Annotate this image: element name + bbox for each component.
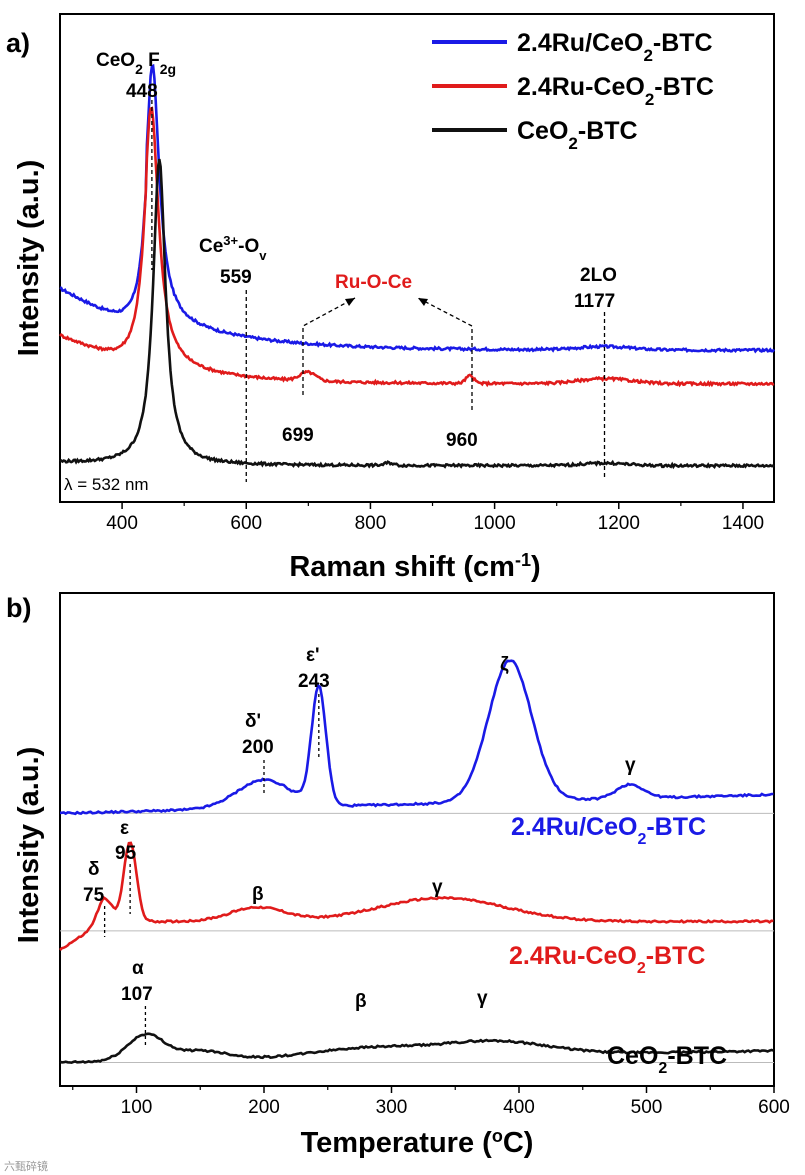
panel-b-curves (59, 659, 774, 1065)
annotation-delta: δ (88, 859, 100, 880)
series-black-line (59, 158, 775, 470)
panel-a-curves (59, 63, 776, 470)
panel-a: a) 400 600 800 1000 1200 1400 2.4Ru/CeO2-BTC … (6, 13, 776, 583)
annotation-243: 243 (298, 671, 330, 692)
series-label-red: 2.4Ru-CeO2-BTC (509, 942, 705, 977)
series-red-line (59, 841, 774, 951)
panel-a-peak-markers (151, 100, 606, 482)
annotation-1177: 1177 (574, 291, 615, 312)
annotation-2lo: 2LO (580, 265, 617, 286)
annotation-559: 559 (220, 267, 252, 288)
annotation-ceo2-f2g: CeO2 F2g (96, 50, 176, 77)
laser-wavelength-note: λ = 532 nm (64, 475, 149, 494)
annotation-95: 95 (115, 843, 137, 864)
annotation-960: 960 (446, 430, 478, 451)
series-blue-line (60, 659, 774, 816)
x-tick-label: 200 (248, 1097, 280, 1118)
x-tick-label: 500 (631, 1097, 663, 1118)
annotation-448: 448 (126, 81, 158, 102)
series-black-line (59, 1032, 774, 1065)
annotation-200: 200 (242, 737, 274, 758)
annotation-ru-o-ce: Ru-O-Ce (335, 272, 412, 293)
panel-b-y-axis-label: Intensity (a.u.) (13, 747, 45, 944)
legend-label-blue: 2.4Ru/CeO2-BTC (517, 29, 713, 65)
x-tick-label: 600 (758, 1097, 790, 1118)
annotation-delta-prime: δ' (245, 711, 261, 732)
arrow-head-right (418, 298, 428, 306)
panel-b-x-axis-label: Temperature (oC) (301, 1126, 534, 1159)
ru-o-ce-arrows (302, 297, 473, 410)
series-blue-line (59, 63, 776, 354)
legend-label-red: 2.4Ru-CeO2-BTC (517, 73, 714, 109)
x-tick-label: 1000 (473, 513, 515, 534)
annotation-alpha: α (132, 958, 144, 979)
panel-b-baselines (60, 812, 774, 1063)
x-tick-label: 100 (121, 1097, 153, 1118)
panel-b: b) 100 200 300 400 500 600 2.4Ru/CeO2-BTC 2.4… (6, 592, 790, 1159)
arrow-head-left (345, 298, 355, 306)
annotation-699: 699 (282, 425, 314, 446)
annotation-beta-red: β (252, 884, 264, 905)
annotation-gamma-red: γ (432, 877, 443, 898)
x-tick-label: 1400 (722, 513, 764, 534)
series-label-black: CeO2-BTC (607, 1042, 727, 1077)
annotation-ce3-ov: Ce3+-Ov (199, 233, 267, 263)
panel-a-label: a) (6, 28, 30, 58)
x-tick-label: 400 (503, 1097, 535, 1118)
legend-label-black: CeO2-BTC (517, 117, 638, 153)
panel-b-peak-markers (103, 694, 320, 1048)
panel-a-x-ticks: 400 600 800 1000 1200 1400 (106, 502, 764, 534)
watermark: 六甄碎镜 (4, 1159, 48, 1173)
panel-b-label: b) (6, 593, 31, 623)
panel-b-x-ticks: 100 200 300 400 500 600 (72, 1086, 790, 1118)
annotation-beta-black: β (355, 991, 367, 1012)
annotation-zeta: ζ (500, 654, 509, 675)
x-tick-label: 800 (355, 513, 387, 534)
x-tick-label: 1200 (598, 513, 640, 534)
series-red-line (59, 106, 775, 388)
annotation-gamma-black: γ (477, 988, 488, 1009)
x-tick-label: 400 (106, 513, 138, 534)
x-tick-label: 600 (230, 513, 262, 534)
panel-a-frame (59, 13, 775, 503)
annotation-107: 107 (121, 984, 153, 1005)
annotation-75: 75 (83, 885, 105, 906)
x-tick-label: 300 (376, 1097, 408, 1118)
legend: 2.4Ru/CeO2-BTC 2.4Ru-CeO2-BTC CeO2-BTC (432, 29, 714, 153)
annotation-epsilon: ε (120, 818, 129, 839)
panel-b-frame (59, 592, 775, 1087)
annotation-epsilon-prime: ε' (306, 645, 320, 666)
panel-a-y-axis-label: Intensity (a.u.) (13, 160, 45, 357)
annotation-gamma-blue: γ (625, 755, 636, 776)
panel-a-x-axis-label: Raman shift (cm-1) (289, 550, 540, 583)
series-label-blue: 2.4Ru/CeO2-BTC (511, 813, 706, 848)
